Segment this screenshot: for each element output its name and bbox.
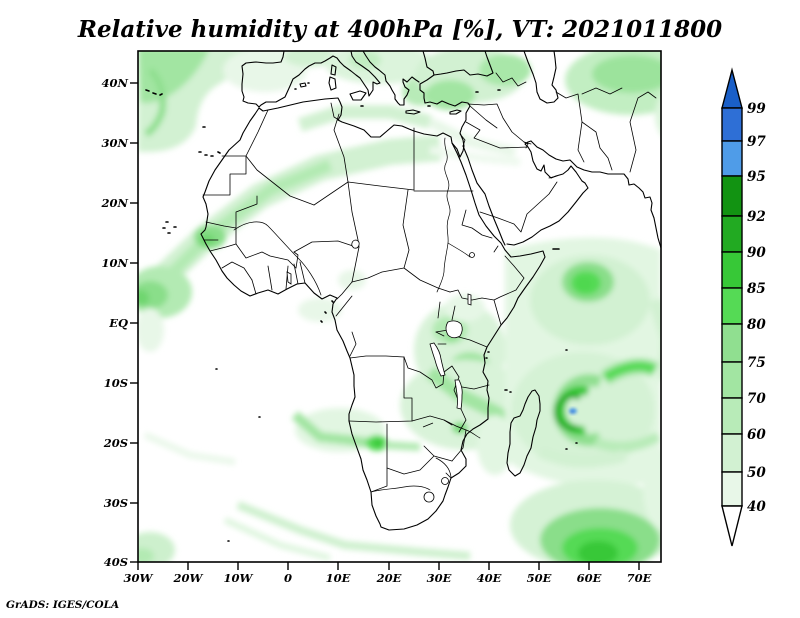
colorbar-cell	[721, 175, 743, 217]
colorbar-cell	[721, 287, 743, 325]
lon-tick-label: 20W	[173, 571, 204, 585]
humidity-shading-layer	[138, 51, 661, 562]
chart-title: Relative humidity at 400hPa [%], VT: 202…	[77, 16, 722, 43]
lon-tick-label: 10W	[224, 571, 254, 585]
colorbar-cell	[721, 215, 743, 253]
colorbar-cell	[721, 251, 743, 289]
colorbar-label: 80	[747, 317, 766, 333]
country-borders	[202, 72, 657, 503]
lon-axis-labels: 30W 20W 10W 0 10E 20E 30E 40E 50E 60E 70…	[124, 571, 652, 585]
axis-ticks	[130, 82, 640, 570]
colorbar-cell	[721, 397, 743, 435]
lon-tick-label: 10E	[326, 571, 351, 585]
lat-tick-label: 40N	[101, 76, 128, 90]
colorbar-labels: 99 97 95 92 90 85 80 75 70 60 50 40	[747, 101, 766, 515]
lakes	[286, 239, 475, 428]
island-specks	[145, 82, 578, 542]
colorbar-label: 99	[747, 101, 766, 117]
lon-tick-label: 40E	[477, 571, 502, 585]
lat-tick-label: 40S	[104, 555, 128, 569]
lon-tick-label: 0	[284, 571, 292, 585]
lat-axis-labels: 40N 30N 20N 10N EQ 10S 20S 30S 40S	[100, 76, 128, 569]
lon-tick-label: 30W	[124, 571, 154, 585]
colorbar-label: 92	[747, 209, 766, 225]
colorbar-cell	[721, 107, 743, 142]
colorbar-label: 90	[747, 245, 766, 261]
lat-tick-label: 10S	[104, 376, 128, 390]
colorbar-cell	[721, 433, 743, 473]
grads-credit: GrADS: IGES/COLA	[6, 599, 119, 611]
lat-tick-label: 10N	[101, 256, 128, 270]
colorbar-up-arrow	[721, 67, 743, 109]
colorbar-cell	[721, 361, 743, 399]
colorbar-down-arrow	[721, 505, 743, 547]
lon-tick-label: 50E	[527, 571, 552, 585]
lat-tick-label: 20N	[100, 196, 128, 210]
rivers	[233, 137, 481, 493]
colorbar-cell	[721, 471, 743, 507]
coastlines	[200, 51, 661, 531]
lon-tick-label: 70E	[627, 571, 652, 585]
cyclone-eye	[569, 408, 577, 414]
lat-tick-label: EQ	[108, 316, 128, 330]
lon-tick-label: 60E	[577, 571, 602, 585]
lon-tick-label: 20E	[376, 571, 402, 585]
map-frame	[137, 50, 662, 563]
colorbar-cell	[721, 323, 743, 363]
lon-tick-label: 30E	[427, 571, 452, 585]
lat-tick-label: 20S	[103, 436, 128, 450]
colorbar-cell	[721, 140, 743, 177]
colorbar-label: 97	[747, 134, 766, 150]
colorbar-label: 75	[747, 355, 766, 371]
colorbar-label: 95	[747, 169, 766, 185]
colorbar-label: 85	[747, 281, 766, 297]
colorbar-label: 40	[747, 499, 766, 515]
colorbar: 99 97 95 92 90 85 80 75 70 60 50 40	[721, 67, 766, 547]
lat-tick-label: 30N	[101, 136, 128, 150]
colorbar-label: 60	[747, 427, 766, 443]
colorbar-label: 70	[747, 391, 766, 407]
colorbar-label: 50	[747, 465, 766, 481]
lat-tick-label: 30S	[104, 496, 128, 510]
